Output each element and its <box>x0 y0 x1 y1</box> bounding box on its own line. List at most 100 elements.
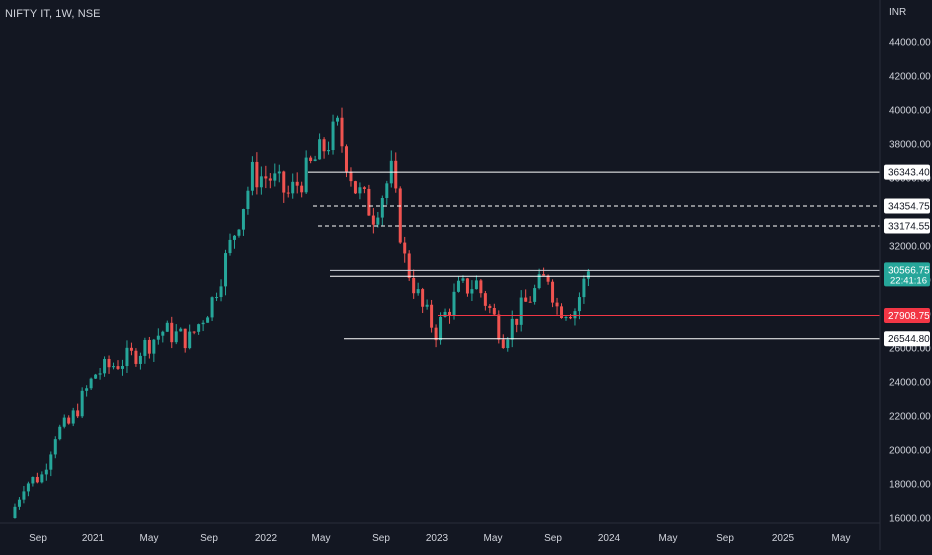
candle-body <box>134 350 138 364</box>
candle-body <box>192 331 196 333</box>
candle-body <box>456 280 460 292</box>
candle-body <box>161 331 165 336</box>
time-tick-label: May <box>832 533 851 544</box>
time-tick-label: Sep <box>544 533 562 544</box>
level-badge <box>884 164 930 180</box>
candle-body <box>367 188 371 216</box>
candle-body <box>201 322 205 325</box>
price-tick-label: 38000.00 <box>889 140 931 151</box>
candle-body <box>336 117 340 122</box>
candle-body <box>376 217 380 225</box>
candle-body <box>434 327 438 341</box>
level-badge <box>884 218 930 234</box>
candle-body <box>479 280 483 294</box>
candle-body <box>80 390 84 417</box>
level-badge-label: 33174.55 <box>888 222 930 233</box>
candle-body <box>237 229 241 236</box>
candle-body <box>533 288 537 302</box>
price-tick-label: 16000.00 <box>889 514 931 525</box>
candle-body <box>349 171 353 182</box>
candle-body <box>241 209 245 230</box>
last-price-label: 30566.75 <box>888 265 930 276</box>
countdown-label: 22:41:16 <box>890 275 927 286</box>
candle-body <box>358 187 362 194</box>
candle-body <box>232 235 236 240</box>
candle-body <box>53 439 57 455</box>
candle-body <box>542 274 546 276</box>
candle-body <box>492 308 496 315</box>
candle-body <box>94 374 98 379</box>
last-price-badge <box>884 262 930 287</box>
level-badge-label: 27908.75 <box>888 311 930 322</box>
candle-body <box>125 347 129 367</box>
candle-body <box>67 417 71 424</box>
candle-body <box>353 181 357 194</box>
price-tick-label: 26000.00 <box>889 344 931 355</box>
candle-body <box>264 176 268 179</box>
candle-body <box>147 339 151 354</box>
price-tick-label: 18000.00 <box>889 480 931 491</box>
candle-body <box>568 317 572 319</box>
candle-body <box>452 291 456 316</box>
price-badges: 36343.4034354.7533174.5530218.7027908.75… <box>884 164 930 347</box>
candle-body <box>13 506 17 518</box>
candle-body <box>26 483 30 492</box>
price-tick-label: 32000.00 <box>889 242 931 253</box>
candle-body <box>138 355 142 364</box>
candle-body <box>89 378 93 389</box>
candle-body <box>156 335 160 340</box>
candles-layer <box>13 107 590 519</box>
price-tick-label: 42000.00 <box>889 72 931 83</box>
price-tick-label: 22000.00 <box>889 412 931 423</box>
candle-body <box>112 366 116 368</box>
candle-body <box>537 274 541 289</box>
candle-body <box>174 331 178 343</box>
candle-body <box>215 297 219 299</box>
candle-body <box>586 271 590 279</box>
level-badge-label: 34354.75 <box>888 201 930 212</box>
candle-body <box>76 410 80 417</box>
level-badge-label: 26544.80 <box>888 334 930 345</box>
candle-body <box>58 426 62 440</box>
candle-body <box>524 297 528 302</box>
candle-body <box>322 139 326 152</box>
candle-body <box>197 324 201 332</box>
price-tick-label: 24000.00 <box>889 378 931 389</box>
price-tick-label: 44000.00 <box>889 38 931 49</box>
candle-body <box>179 328 183 332</box>
candle-body <box>573 311 577 319</box>
candle-body <box>506 339 510 349</box>
candle-body <box>577 297 581 312</box>
candle-body <box>44 469 48 475</box>
candle-body <box>483 293 487 306</box>
candle-body <box>273 173 277 181</box>
candle-body <box>49 454 53 470</box>
candle-body <box>465 278 469 294</box>
candle-body <box>519 297 523 325</box>
price-tick-label: 20000.00 <box>889 446 931 457</box>
candle-body <box>309 157 313 162</box>
candle-body <box>116 366 120 369</box>
time-tick-label: May <box>140 533 159 544</box>
candle-body <box>371 215 375 225</box>
time-tick-label: 2023 <box>426 533 449 544</box>
candle-body <box>183 328 187 349</box>
candle-body <box>515 318 519 325</box>
candle-body <box>259 176 263 188</box>
time-tick-label: 2025 <box>772 533 795 544</box>
candle-body <box>497 314 501 340</box>
candle-body <box>35 476 39 483</box>
candle-body <box>403 242 407 254</box>
level-badge <box>884 198 930 214</box>
candle-body <box>22 491 26 500</box>
candle-body <box>143 339 147 356</box>
level-badge <box>884 308 930 324</box>
candle-body <box>98 373 102 375</box>
candle-body <box>206 317 210 323</box>
candle-body <box>318 139 322 160</box>
candle-body <box>313 159 317 162</box>
candle-body <box>120 366 124 369</box>
candle-body <box>331 121 335 151</box>
